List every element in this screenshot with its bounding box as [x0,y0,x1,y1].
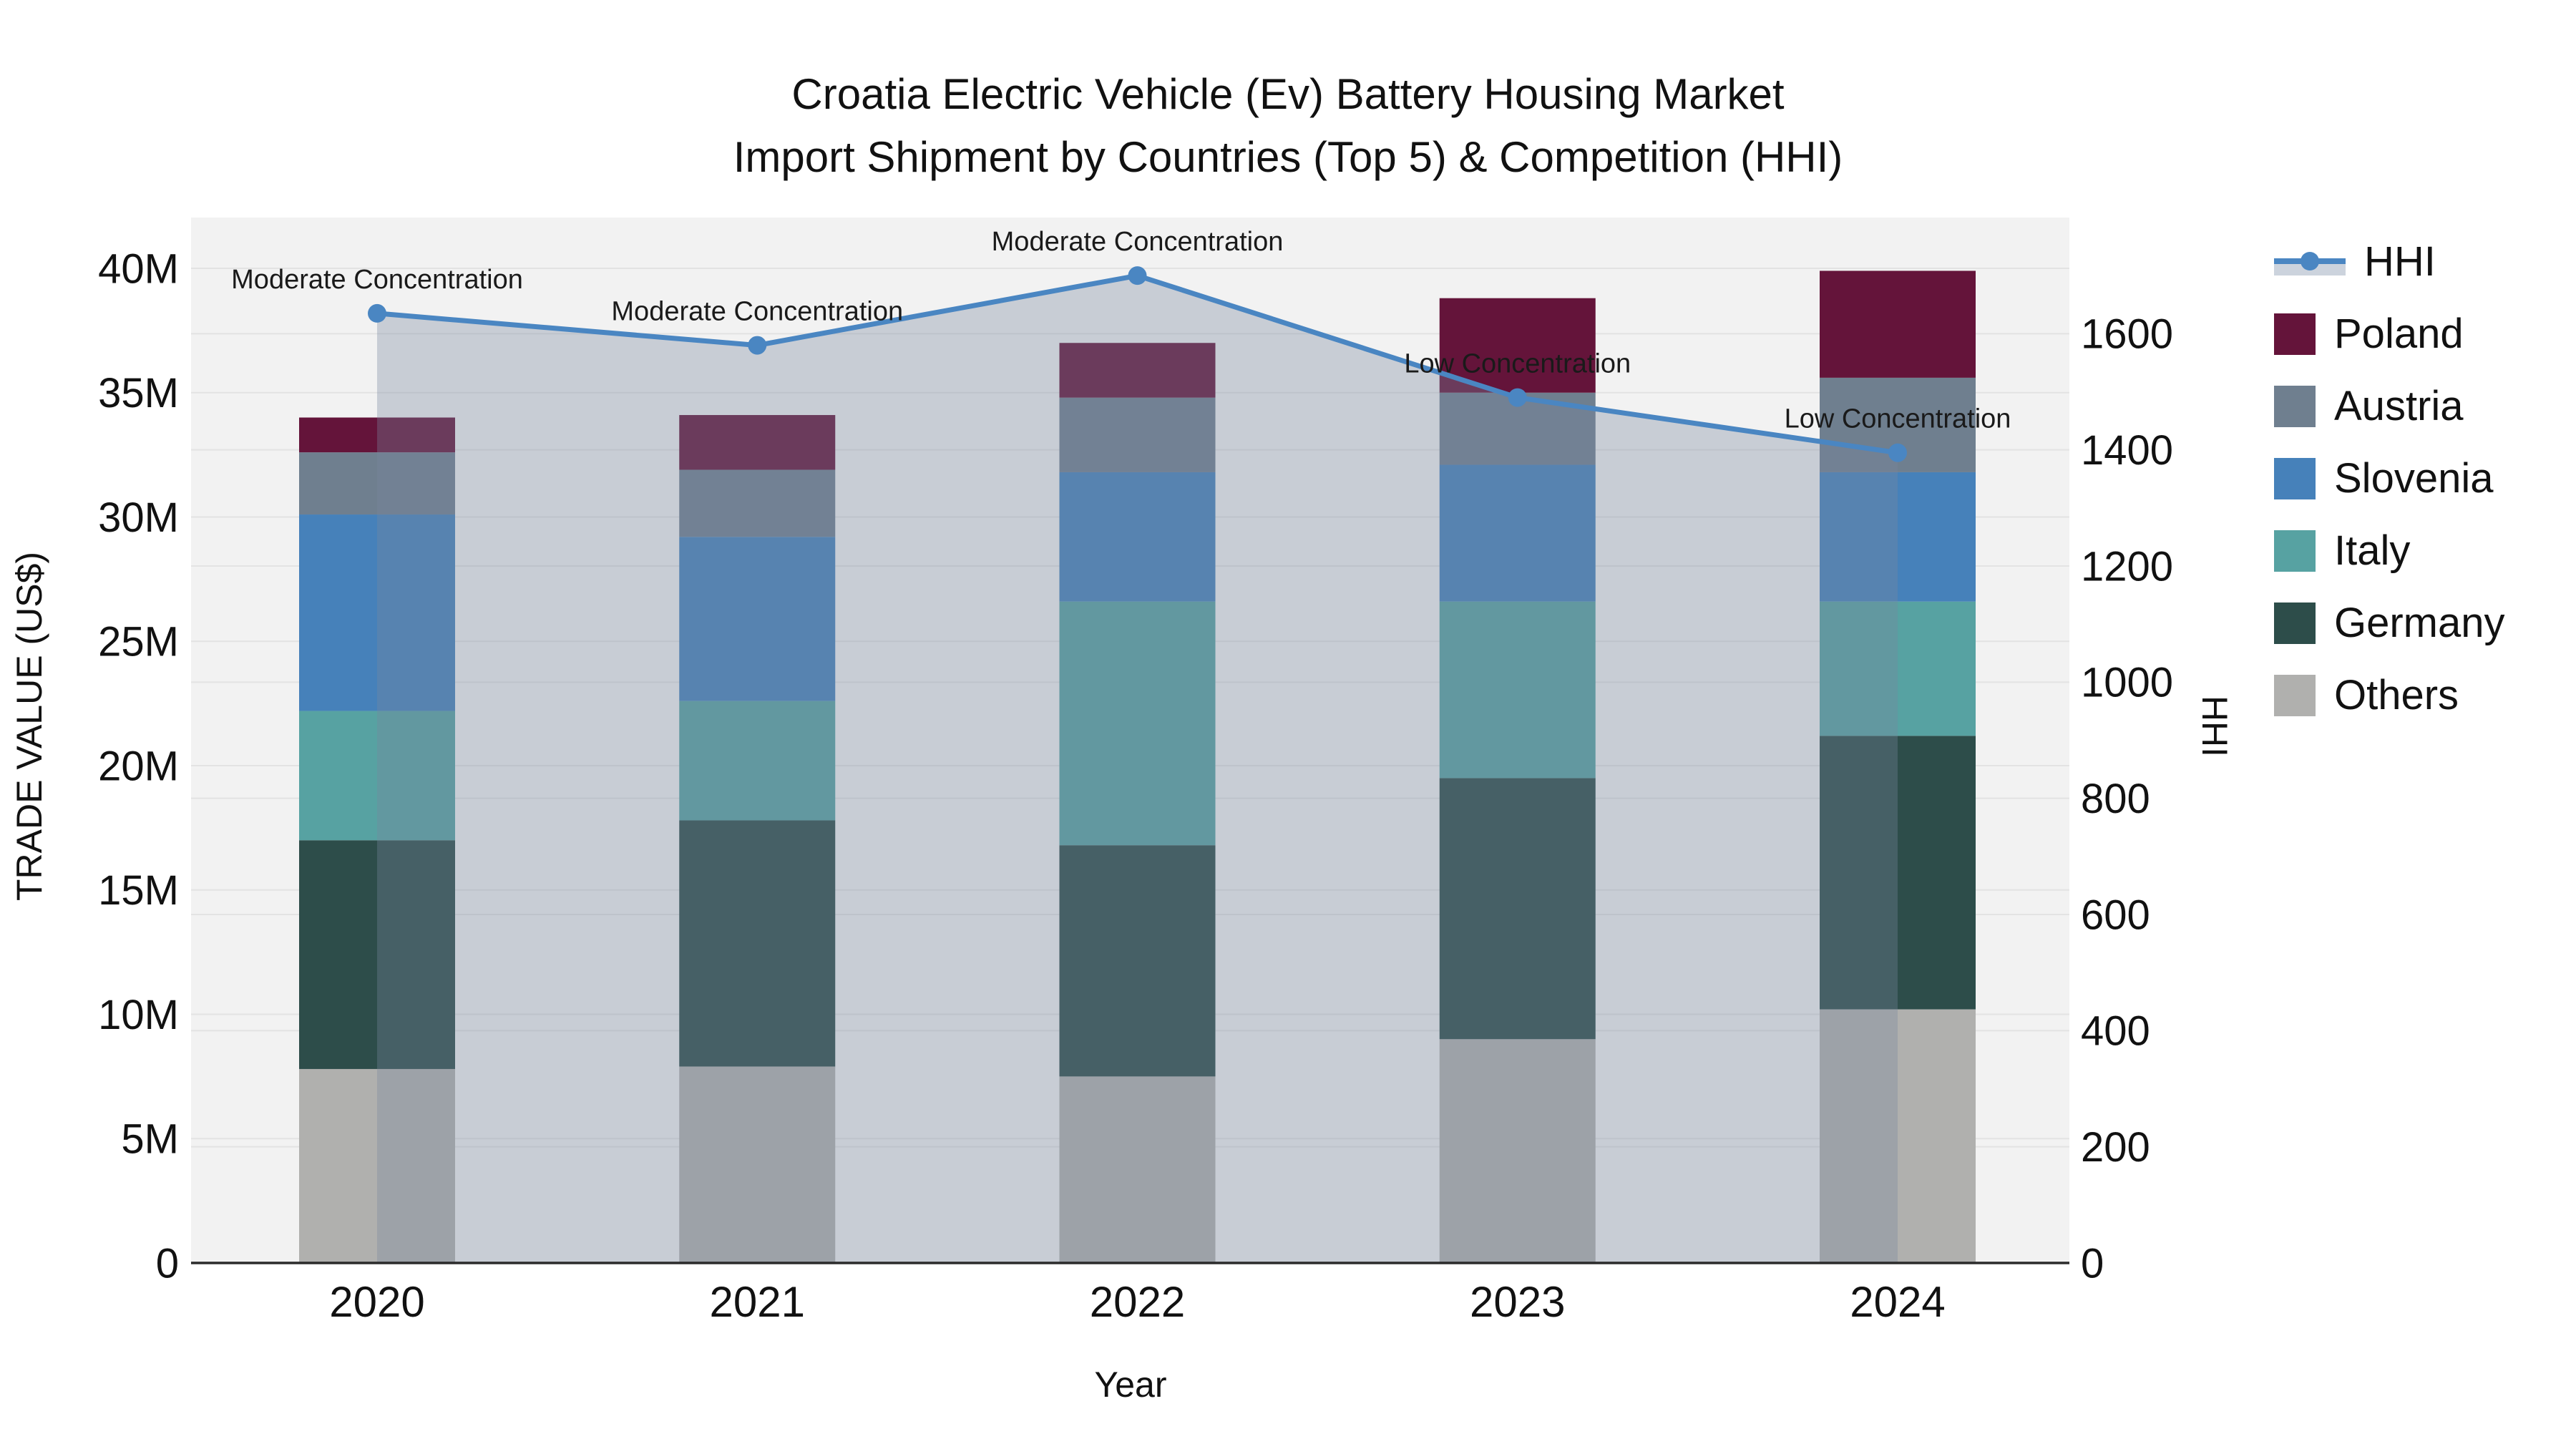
bar-segment-2023-germany[interactable] [1439,778,1596,1040]
left-axis-tick-5: 5M [121,1116,179,1163]
bar-segment-2022-poland[interactable] [1059,343,1216,398]
bar-segment-2020-slovenia[interactable] [299,514,455,711]
legend-swatch-poland [2274,313,2316,355]
right-axis-tick-1200: 1200 [2081,543,2173,590]
legend-label: Germany [2334,600,2505,646]
annotation-2020: Moderate Concentration [231,265,523,295]
hhi-line-icon [2274,241,2346,283]
right-axis-tick-400: 400 [2081,1008,2150,1055]
legend-label: HHI [2364,238,2436,285]
bar-segment-2021-others[interactable] [679,1066,836,1263]
bar-segment-2021-slovenia[interactable] [679,537,836,701]
legend-label: Others [2334,672,2459,718]
hhi-point-2021[interactable] [748,336,767,355]
annotation-2022: Moderate Concentration [992,227,1284,257]
annotation-2023: Low Concentration [1404,349,1631,379]
x-axis-tick-2021: 2021 [710,1278,805,1326]
right-axis-tick-1600: 1600 [2081,311,2173,358]
annotation-2024: Low Concentration [1785,404,2011,434]
bar-segment-2022-others[interactable] [1059,1076,1216,1263]
left-axis-tick-15: 15M [98,867,179,914]
right-axis-tick-1400: 1400 [2081,427,2173,474]
bars-layer [299,270,1976,1263]
bar-segment-2024-others[interactable] [1820,1009,1976,1263]
left-axis-tick-25: 25M [98,619,179,665]
legend: HHI Poland Austria Slovenia Italy Germany Othe… [2274,238,2505,719]
x-axis-tick-2024: 2024 [1850,1278,1945,1326]
bar-segment-2022-italy[interactable] [1059,601,1216,846]
chart-title: Croatia Electric Vehicle (Ev) Battery Ho… [0,63,2576,189]
chart-title-line1: Croatia Electric Vehicle (Ev) Battery Ho… [791,70,1785,118]
legend-item-poland[interactable]: Poland [2274,310,2505,358]
bar-segment-2020-poland[interactable] [299,417,455,453]
legend-swatch-italy [2274,530,2316,572]
x-axis-title: Year [1094,1365,1166,1405]
hhi-marker-sample [2301,251,2319,270]
bar-segment-2023-slovenia[interactable] [1439,464,1596,602]
legend-swatch-slovenia [2274,457,2316,499]
legend-label: Poland [2334,311,2464,357]
bar-segment-2024-slovenia[interactable] [1820,472,1976,602]
bar-segment-2023-poland[interactable] [1439,298,1596,393]
bar-segment-2023-others[interactable] [1439,1039,1596,1263]
bar-segment-2024-poland[interactable] [1820,270,1976,378]
x-axis-tick-2023: 2023 [1470,1278,1565,1326]
bar-segment-2021-germany[interactable] [679,820,836,1067]
left-axis-tick-0: 0 [156,1240,179,1287]
legend-item-others[interactable]: Others [2274,671,2505,719]
bar-segment-2021-poland[interactable] [679,415,836,470]
legend-item-slovenia[interactable]: Slovenia [2274,454,2505,502]
left-axis-tick-10: 10M [98,992,179,1038]
bar-segment-2020-others[interactable] [299,1068,455,1263]
hhi-point-2020[interactable] [368,303,386,323]
left-axis-tick-20: 20M [98,743,179,789]
hhi-point-2022[interactable] [1128,266,1147,286]
axes-layer: 0 5M 10M 15M 20M 25M 30M 35M 40M 0 200 400 600 800 100… [98,245,2173,1326]
hhi-line-layer [368,266,1907,462]
left-axis-tick-30: 30M [98,494,179,541]
hhi-area-layer [377,275,1898,1264]
legend-label: Austria [2334,383,2464,429]
chart-title-line2: Import Shipment by Countries (Top 5) & C… [733,133,1843,181]
hhi-point-2023[interactable] [1508,388,1527,407]
hhi-area-fill [377,275,1898,1264]
bar-segment-2020-italy[interactable] [299,711,455,841]
annotations-layer: Moderate Concentration Moderate Concentra… [231,227,2011,434]
bar-segment-2020-germany[interactable] [299,840,455,1069]
right-axis-tick-0: 0 [2081,1240,2104,1287]
bar-segment-2022-slovenia[interactable] [1059,472,1216,602]
right-axis-tick-1000: 1000 [2081,660,2173,706]
legend-label: Slovenia [2334,455,2494,502]
bar-segment-2022-germany[interactable] [1059,845,1216,1077]
bar-segment-2022-austria[interactable] [1059,397,1216,472]
x-axis-tick-2022: 2022 [1090,1278,1185,1326]
right-axis-tick-200: 200 [2081,1124,2150,1171]
bar-segment-2023-italy[interactable] [1439,601,1596,779]
legend-swatch-germany [2274,602,2316,644]
bar-segment-2024-italy[interactable] [1820,601,1976,736]
legend-swatch-austria [2274,385,2316,427]
left-axis-tick-40: 40M [98,245,179,292]
legend-item-austria[interactable]: Austria [2274,382,2505,430]
right-axis-tick-800: 800 [2081,776,2150,822]
annotation-2021: Moderate Concentration [611,297,903,327]
bar-segment-2021-italy[interactable] [679,701,836,821]
legend-item-hhi[interactable]: HHI [2274,238,2505,286]
bar-segment-2024-germany[interactable] [1820,736,1976,1010]
legend-item-germany[interactable]: Germany [2274,599,2505,647]
right-axis-title: HHI [2195,696,2235,757]
legend-swatch-others [2274,674,2316,716]
x-axis-tick-2020: 2020 [329,1278,424,1326]
bar-segment-2020-austria[interactable] [299,452,455,515]
left-axis-tick-35: 35M [98,370,179,416]
legend-label: Italy [2334,527,2411,574]
right-axis-tick-600: 600 [2081,892,2150,938]
hhi-point-2024[interactable] [1888,443,1907,462]
legend-item-italy[interactable]: Italy [2274,527,2505,575]
bar-segment-2021-austria[interactable] [679,469,836,537]
left-axis-title: TRADE VALUE (US$) [9,552,49,901]
